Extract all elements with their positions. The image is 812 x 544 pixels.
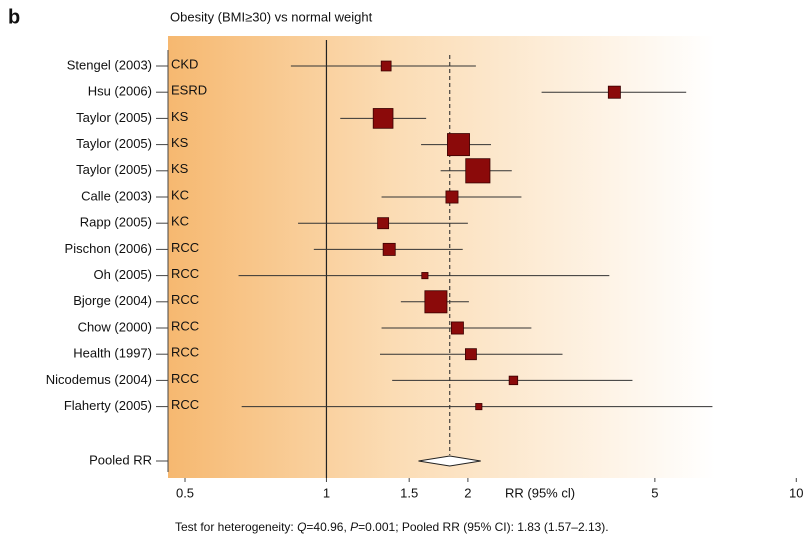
estimate-box bbox=[382, 242, 396, 256]
estimate-box bbox=[475, 403, 483, 411]
study-label: Hsu (2006) bbox=[88, 84, 152, 99]
x-tick-label: 2 bbox=[464, 485, 471, 500]
group-label: KC bbox=[171, 187, 189, 202]
estimate-box bbox=[464, 348, 477, 361]
study-label: Health (1997) bbox=[73, 346, 152, 361]
x-tick-label: 0.5 bbox=[176, 485, 194, 500]
study-label: Calle (2003) bbox=[81, 188, 152, 203]
x-tick-label: 1.5 bbox=[400, 485, 418, 500]
estimate-box bbox=[450, 321, 464, 335]
group-label: RCC bbox=[171, 318, 199, 333]
group-label: RCC bbox=[171, 292, 199, 307]
study-label: Chow (2000) bbox=[78, 319, 152, 334]
estimate-box bbox=[607, 85, 621, 99]
x-tick-label: 10 bbox=[789, 485, 803, 500]
group-label: RCC bbox=[171, 266, 199, 281]
estimate-box bbox=[377, 217, 390, 230]
group-label: CKD bbox=[171, 56, 198, 71]
group-label: KS bbox=[171, 135, 189, 150]
group-label: ESRD bbox=[171, 83, 207, 98]
study-label: Bjorge (2004) bbox=[73, 293, 152, 308]
estimate-box bbox=[421, 272, 429, 280]
chart-title: Obesity (BMI≥30) vs normal weight bbox=[170, 9, 373, 24]
estimate-box bbox=[508, 375, 519, 386]
group-label: KS bbox=[171, 161, 189, 176]
group-label: KS bbox=[171, 109, 189, 124]
footnote-part: =40.96, bbox=[306, 520, 350, 534]
study-label: Stengel (2003) bbox=[67, 57, 152, 72]
study-label: Taylor (2005) bbox=[76, 110, 152, 125]
group-label: RCC bbox=[171, 397, 199, 412]
estimate-box bbox=[445, 190, 459, 204]
plot-background bbox=[168, 36, 812, 478]
x-tick-label: 5 bbox=[651, 485, 658, 500]
footnote: Test for heterogeneity: Q=40.96, P=0.001… bbox=[175, 520, 609, 534]
group-label: RCC bbox=[171, 345, 199, 360]
pooled-label: Pooled RR bbox=[89, 452, 152, 467]
study-label: Taylor (2005) bbox=[76, 136, 152, 151]
pooled-diamond bbox=[418, 455, 481, 467]
estimate-box bbox=[372, 108, 394, 129]
x-tick-label: 1 bbox=[323, 485, 330, 500]
group-label: RCC bbox=[171, 240, 199, 255]
group-label: KC bbox=[171, 214, 189, 229]
study-label: Nicodemus (2004) bbox=[46, 372, 152, 387]
study-label: Rapp (2005) bbox=[80, 215, 152, 230]
estimate-box bbox=[424, 290, 448, 314]
footnote-part: P bbox=[350, 520, 358, 534]
estimate-box bbox=[380, 60, 392, 72]
panel-label: b bbox=[8, 6, 20, 28]
footnote-part: =0.001; Pooled RR (95% CI): 1.83 (1.57–2… bbox=[358, 520, 608, 534]
footnote-part: Q bbox=[297, 520, 306, 534]
study-label: Flaherty (2005) bbox=[64, 398, 152, 413]
x-axis-label: RR (95% cl) bbox=[505, 485, 575, 500]
study-label: Oh (2005) bbox=[93, 267, 152, 282]
footnote-part: Test for heterogeneity: bbox=[175, 520, 297, 534]
estimate-box bbox=[465, 158, 491, 184]
study-label: Taylor (2005) bbox=[76, 162, 152, 177]
group-label: RCC bbox=[171, 371, 199, 386]
study-label: Pischon (2006) bbox=[65, 241, 152, 256]
estimate-box bbox=[447, 133, 470, 157]
